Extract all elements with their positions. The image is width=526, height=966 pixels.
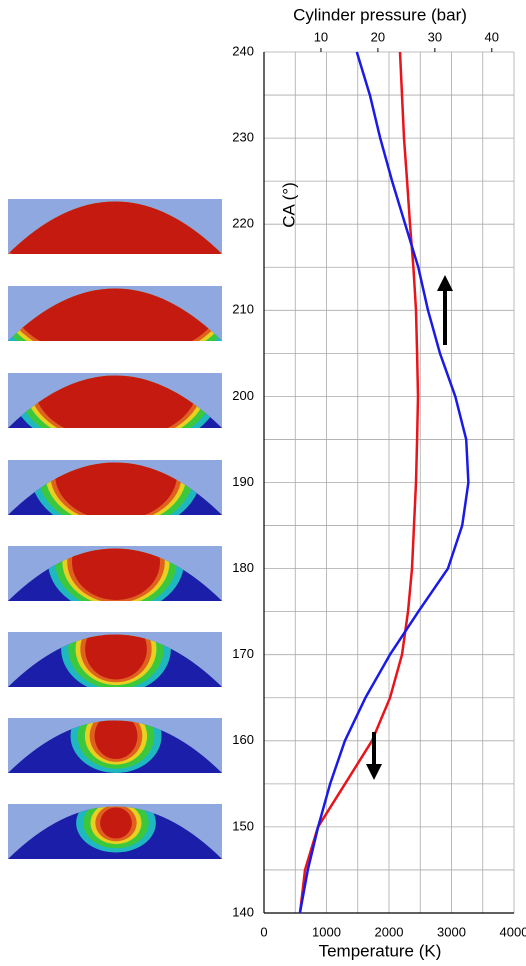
x-tick-label: 2000 [375,924,404,939]
contour-image [8,199,222,254]
contour-images [8,199,222,859]
contour-zone [94,720,138,759]
x-axis-title: Temperature (K) [319,941,442,960]
contour-zone [85,634,147,680]
y-tick-label: 180 [232,560,254,575]
y-tick-label: 160 [232,732,254,747]
y-tick-label: 230 [232,130,254,145]
y-tick-label: 150 [232,818,254,833]
dome [8,462,222,515]
y-tick-label: 200 [232,388,254,403]
y-tick-label: 220 [232,216,254,231]
x2-axis-title: Cylinder pressure (bar) [293,5,467,24]
contour-zone [8,201,222,254]
contour-zone [10,288,222,341]
x-tick-label: 1000 [312,924,341,939]
y-axis-title: CA (°) [279,182,298,228]
dome [8,288,222,341]
contour-image [8,373,222,428]
contour-image [8,632,222,687]
contour-zone [100,807,132,839]
x-tick-label: 4000 [500,924,526,939]
dome [8,548,222,601]
contour-image [8,286,222,341]
series-line [298,51,420,914]
y-tick-label: 240 [232,43,254,58]
x2-tick-label: 40 [485,29,499,44]
x2-tick-label: 20 [371,29,385,44]
x2-tick-label: 30 [428,29,442,44]
contour-zone [72,548,160,600]
contour-image [8,546,222,601]
contour-image [8,718,222,773]
contour-image [8,460,222,515]
contour-zone [55,462,177,515]
x-tick-label: 3000 [437,924,466,939]
contour-image [8,804,222,859]
plot-area: 140 150 160 170 180 190 200 210 220 230 240 0 1000 20… [232,29,526,939]
y-tick-label: 210 [232,302,254,317]
y-tick-label: 140 [232,904,254,919]
x2-tick-label: 10 [314,29,328,44]
y-tick-label: 190 [232,474,254,489]
dome [8,375,222,428]
y-tick-label: 170 [232,646,254,661]
x-tick-label: 0 [260,924,267,939]
contour-zone [34,375,198,428]
series-line [298,51,470,914]
